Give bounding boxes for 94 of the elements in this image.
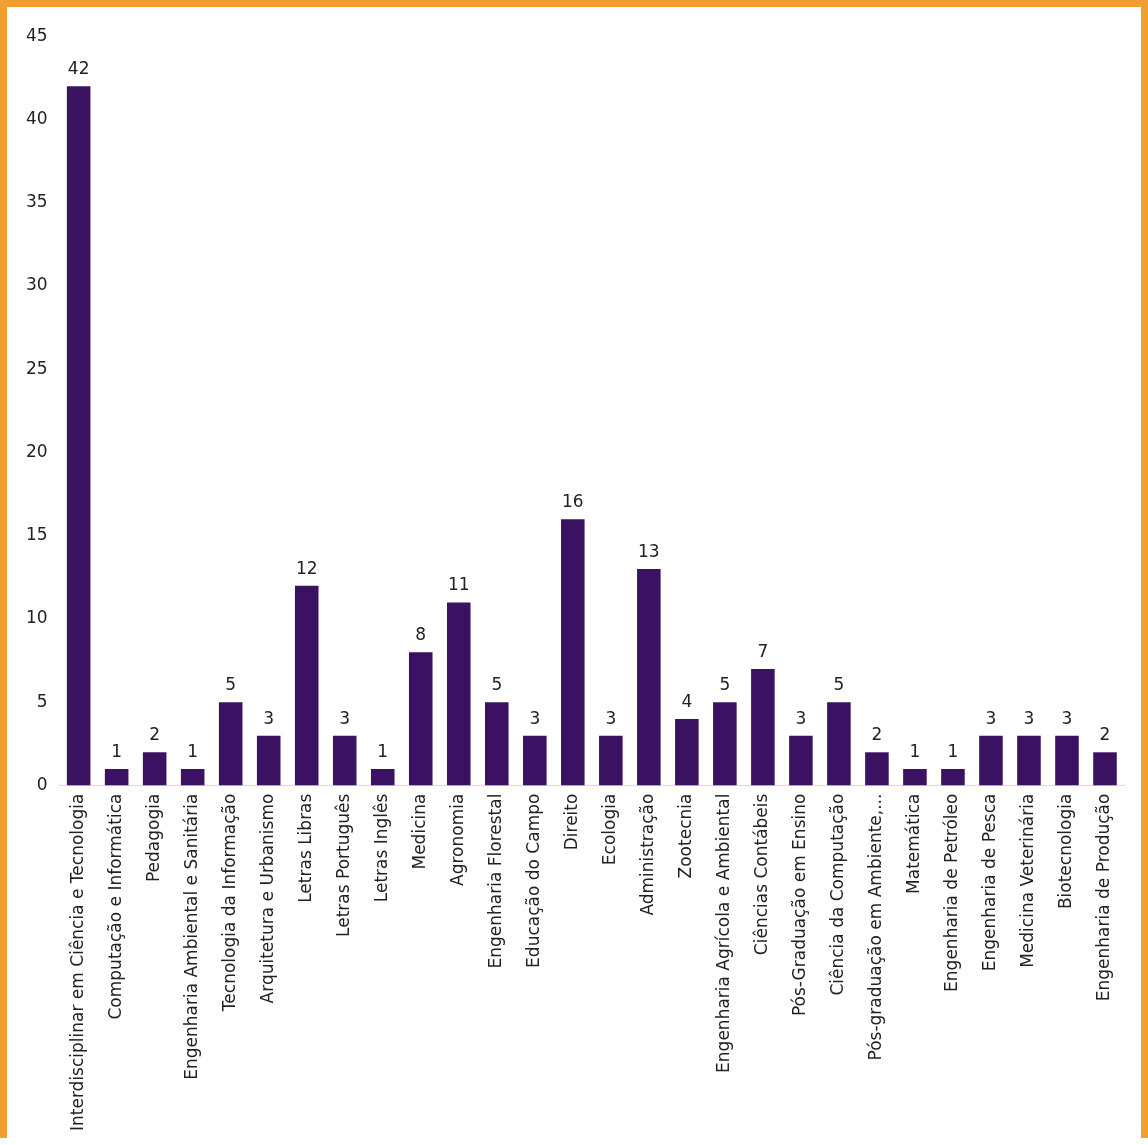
bar bbox=[903, 768, 927, 786]
bar bbox=[1017, 735, 1041, 786]
bar bbox=[446, 602, 471, 786]
data-label: 2 bbox=[1099, 724, 1111, 745]
x-tick-label: Pós-graduação em Ambiente,... bbox=[865, 793, 886, 1061]
y-tick-label: 45 bbox=[25, 24, 48, 45]
bar bbox=[218, 702, 243, 786]
data-label: 5 bbox=[719, 674, 731, 695]
x-tick-label: Educação do Campo bbox=[523, 793, 544, 968]
data-label: 1 bbox=[377, 740, 389, 761]
bar bbox=[523, 735, 547, 786]
y-tick-label: 15 bbox=[25, 524, 48, 545]
y-tick-label: 30 bbox=[25, 274, 48, 295]
data-label: 5 bbox=[491, 674, 503, 695]
bar bbox=[561, 519, 585, 786]
x-tick-label: Ciência da Computação bbox=[827, 793, 848, 996]
x-tick-label: Engenharia de Produção bbox=[1093, 793, 1114, 1002]
data-label: 16 bbox=[561, 491, 584, 512]
data-label: 3 bbox=[1023, 707, 1035, 728]
data-label: 3 bbox=[339, 707, 351, 728]
bar bbox=[1093, 752, 1117, 786]
x-tick-label: Matemática bbox=[903, 793, 924, 894]
x-tick-label: Ecologia bbox=[599, 793, 620, 866]
y-tick-label: 20 bbox=[25, 440, 48, 461]
data-label: 42 bbox=[67, 58, 90, 79]
data-label: 5 bbox=[225, 674, 237, 695]
x-tick-label: Pedagogia bbox=[143, 793, 164, 883]
bar bbox=[180, 768, 205, 786]
x-tick-label: Engenharia de Petróleo bbox=[941, 793, 962, 992]
x-tick-label: Engenharia Florestal bbox=[485, 793, 506, 969]
x-tick-label: Direito bbox=[561, 793, 582, 851]
data-label: 3 bbox=[1061, 707, 1073, 728]
data-label: 7 bbox=[757, 640, 769, 661]
x-tick-label: Administração bbox=[637, 793, 658, 916]
bar bbox=[256, 735, 281, 786]
x-tick-label: Engenharia Ambiental e Sanitária bbox=[181, 793, 202, 1080]
y-tick-label: 35 bbox=[25, 191, 48, 212]
data-label: 8 bbox=[415, 624, 427, 645]
x-tick-label: Letras Inglês bbox=[371, 793, 392, 903]
x-tick-label: Engenharia de Pesca bbox=[979, 793, 1000, 972]
bar bbox=[142, 752, 167, 786]
data-label: 3 bbox=[263, 707, 275, 728]
x-tick-label: Agronomia bbox=[447, 793, 468, 886]
x-tick-label: Computação e Informática bbox=[105, 793, 126, 1020]
data-label: 1 bbox=[947, 740, 959, 761]
bar bbox=[865, 752, 889, 786]
y-tick-label: 5 bbox=[36, 690, 48, 711]
x-tick-label: Biotecnologia bbox=[1055, 793, 1076, 910]
bar bbox=[104, 768, 129, 786]
data-label: 3 bbox=[985, 707, 997, 728]
x-tick-label: Medicina Veterinária bbox=[1017, 793, 1038, 968]
bar bbox=[370, 768, 395, 786]
bar bbox=[66, 86, 91, 786]
y-tick-label: 25 bbox=[25, 357, 48, 378]
bar bbox=[979, 735, 1003, 786]
data-label: 3 bbox=[795, 707, 807, 728]
data-label: 3 bbox=[529, 707, 541, 728]
bar bbox=[599, 735, 623, 786]
data-label: 3 bbox=[605, 707, 617, 728]
x-tick-label: Letras Libras bbox=[295, 793, 316, 903]
x-tick-label: Medicina bbox=[409, 793, 430, 870]
data-label: 2 bbox=[149, 724, 161, 745]
data-label: 1 bbox=[187, 740, 199, 761]
bar bbox=[827, 702, 851, 786]
data-label: 13 bbox=[638, 541, 660, 562]
bar bbox=[485, 702, 509, 786]
bar bbox=[675, 718, 699, 786]
bar bbox=[751, 669, 775, 786]
data-label: 4 bbox=[681, 690, 693, 711]
x-tick-label: Interdisciplinar em Ciência e Tecnologia bbox=[67, 793, 88, 1131]
bar bbox=[941, 768, 965, 786]
y-tick-label: 0 bbox=[36, 774, 48, 795]
x-tick-label: Arquitetura e Urbanismo bbox=[257, 793, 278, 1004]
data-label: 1 bbox=[909, 740, 921, 761]
data-label: 5 bbox=[833, 674, 845, 695]
x-tick-label: Pós-Graduação em Ensino bbox=[789, 793, 810, 1017]
bar bbox=[789, 735, 813, 786]
data-label: 1 bbox=[111, 740, 123, 761]
x-tick-label: Ciências Contábeis bbox=[751, 793, 772, 956]
data-label: 12 bbox=[295, 557, 318, 578]
bar bbox=[1055, 735, 1079, 786]
y-tick-label: 10 bbox=[25, 607, 48, 628]
data-label: 11 bbox=[447, 574, 470, 595]
x-tick-label: Zootecnia bbox=[675, 793, 696, 879]
bar bbox=[294, 585, 319, 786]
bar bbox=[332, 735, 357, 786]
x-tick-label: Engenharia Agrícola e Ambiental bbox=[713, 793, 734, 1073]
data-label: 2 bbox=[871, 724, 883, 745]
x-tick-label: Tecnologia da Informação bbox=[219, 793, 240, 1013]
bar bbox=[408, 652, 433, 786]
x-tick-label: Letras Português bbox=[333, 793, 354, 937]
bar bbox=[637, 569, 661, 786]
bar bbox=[713, 702, 737, 786]
y-tick-label: 40 bbox=[25, 107, 48, 128]
